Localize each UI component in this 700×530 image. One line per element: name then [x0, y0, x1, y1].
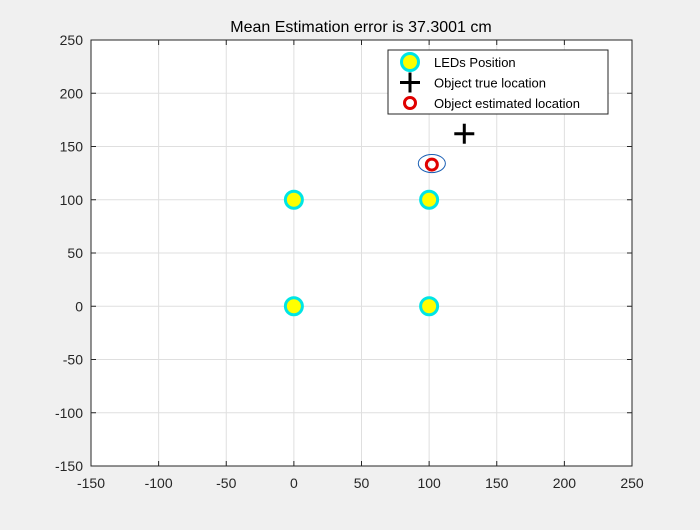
y-tick-label: -100 — [55, 405, 83, 421]
x-tick-label: 0 — [290, 475, 298, 491]
tick-labels: -150 -100 -50 0 50 100 150 200 250 -150 -100 -50 0 50… — [55, 32, 644, 491]
y-tick-label: 100 — [60, 192, 84, 208]
x-tick-label: -50 — [216, 475, 236, 491]
y-tick-label: 50 — [67, 245, 83, 261]
legend-label-0: LEDs Position — [434, 55, 516, 70]
data-point-series-0 — [419, 189, 440, 210]
data-point-series-2 — [424, 157, 439, 172]
annotations — [417, 153, 446, 174]
x-tick-label: 250 — [620, 475, 644, 491]
data-point-series-0 — [419, 296, 440, 317]
axes — [90, 39, 633, 467]
data-point-series-0 — [283, 296, 304, 317]
legend-label-2: Object estimated location — [434, 96, 580, 111]
y-tick-label: -50 — [63, 352, 83, 368]
legend-marker-0 — [400, 52, 420, 72]
legend-box — [387, 49, 609, 115]
chart-title: Mean Estimation error is 37.3001 cm — [230, 19, 491, 36]
legend-label-1: Object true location — [434, 76, 546, 91]
x-tick-label: -150 — [77, 475, 105, 491]
x-tick-label: 200 — [553, 475, 577, 491]
y-tick-label: -150 — [55, 458, 83, 474]
data-point-series-0 — [283, 189, 304, 210]
data-marks — [283, 123, 475, 317]
legend-marker-1 — [400, 72, 420, 93]
y-tick-label: 0 — [75, 298, 83, 314]
uncertainty-ellipse — [417, 153, 446, 174]
legend-marker-2 — [403, 96, 417, 110]
x-tick-label: -100 — [145, 475, 173, 491]
x-tick-label: 150 — [485, 475, 509, 491]
data-point-series-1 — [454, 123, 475, 144]
y-tick-label: 150 — [60, 139, 84, 155]
legend: LEDs Position Object true location Object … — [387, 49, 609, 115]
y-tick-label: 250 — [60, 32, 84, 48]
y-tick-label: 200 — [60, 85, 84, 101]
x-tick-label: 50 — [354, 475, 370, 491]
x-tick-label: 100 — [417, 475, 441, 491]
